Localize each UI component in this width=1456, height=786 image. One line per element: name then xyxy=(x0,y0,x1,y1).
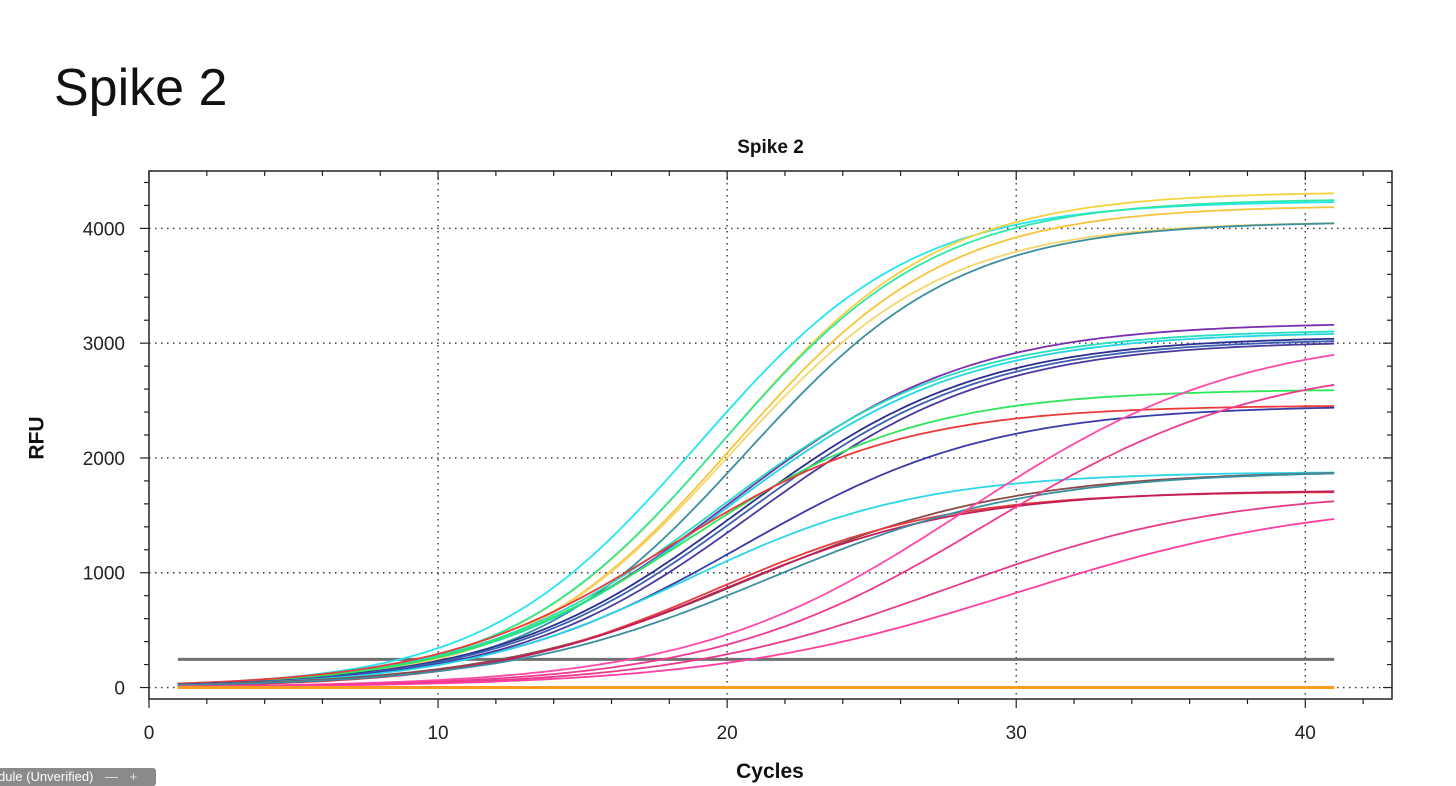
amplification-curve-16 xyxy=(177,471,1335,686)
x-tick-label: 0 xyxy=(144,723,155,744)
y-tick-label: 0 xyxy=(114,679,125,700)
unverified-badge[interactable]: dule (Unverified) — + xyxy=(0,768,156,786)
minor-ticks xyxy=(140,171,1392,708)
plot-frame xyxy=(148,170,1393,700)
expand-icon[interactable]: + xyxy=(129,769,138,784)
amplification-curve-21 xyxy=(177,353,1335,688)
amplification-curve-24 xyxy=(177,518,1335,688)
collapse-icon[interactable]: — xyxy=(105,769,118,784)
amplification-curve-11 xyxy=(177,340,1335,686)
x-tick-label: 10 xyxy=(427,723,448,744)
badge-label: dule (Unverified) xyxy=(0,769,94,784)
series-layer xyxy=(177,192,1335,689)
y-axis-title: RFU xyxy=(26,416,49,459)
chart-title: Spike 2 xyxy=(737,137,804,158)
slide-title: Spike 2 xyxy=(54,59,228,117)
x-tick-label: 20 xyxy=(717,723,738,744)
y-tick-label: 4000 xyxy=(83,219,125,240)
y-tick-label: 1000 xyxy=(83,564,125,585)
amplification-curve-8 xyxy=(177,330,1335,685)
x-tick-label: 30 xyxy=(1006,723,1027,744)
x-axis-tick-labels: 0 10 20 30 40 xyxy=(144,723,1316,744)
y-tick-label: 2000 xyxy=(83,449,125,470)
x-axis-title: Cycles xyxy=(736,760,804,783)
y-axis-tick-labels: 0 1000 2000 3000 4000 xyxy=(83,219,125,699)
y-tick-label: 3000 xyxy=(83,334,125,355)
amplification-curve-20 xyxy=(177,472,1335,686)
x-tick-label: 40 xyxy=(1295,723,1316,744)
